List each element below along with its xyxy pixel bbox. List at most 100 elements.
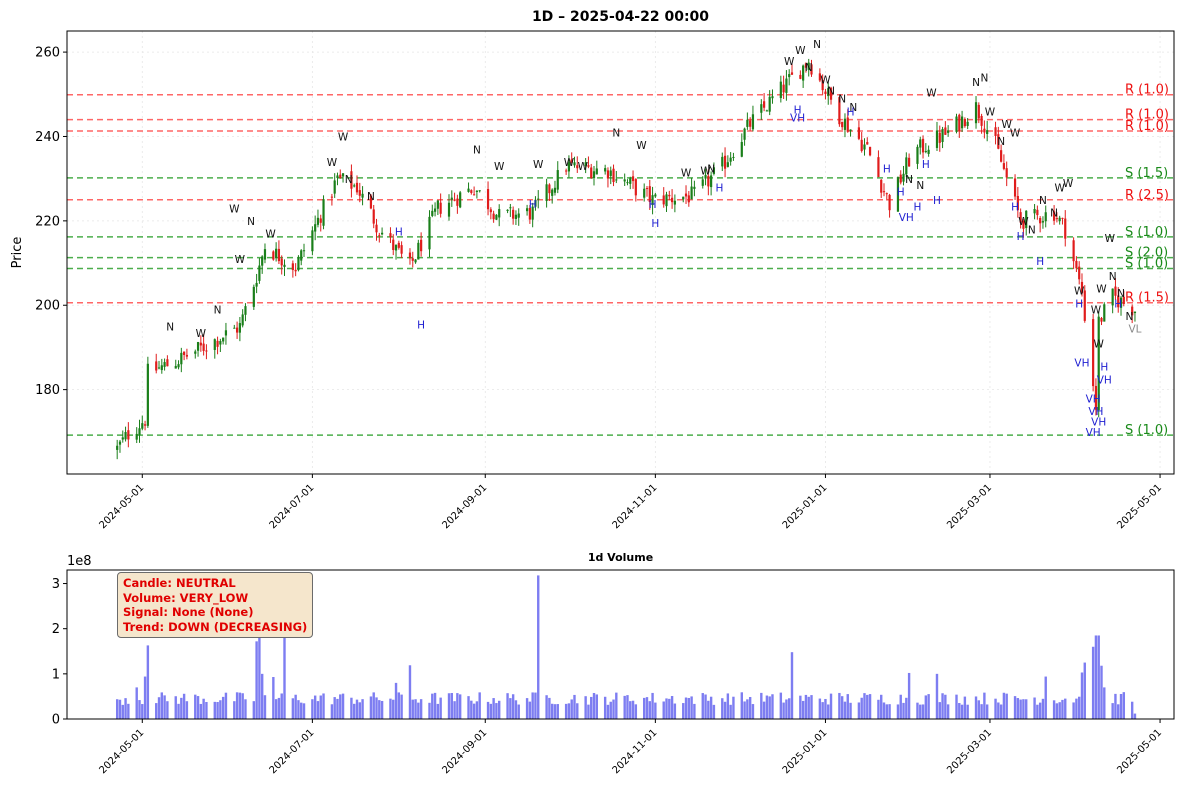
- candle-body: [378, 235, 381, 237]
- volume-xtick-label: 2025-05-01: [1115, 727, 1164, 776]
- volume-bar: [392, 699, 395, 719]
- candle-body: [392, 239, 395, 250]
- candle-body: [576, 165, 579, 169]
- volume-bar: [238, 692, 242, 719]
- volume-bar: [684, 697, 688, 719]
- candle-body: [1041, 221, 1045, 223]
- volume-bar: [1103, 687, 1106, 719]
- candle-body: [1078, 266, 1081, 280]
- candle-body: [701, 179, 704, 186]
- volume-bar: [548, 697, 551, 719]
- volume-bar: [999, 704, 1003, 719]
- pattern-label-w: W: [636, 140, 647, 152]
- volume-bar: [838, 692, 841, 719]
- candle-body: [1061, 217, 1064, 219]
- volume-bar: [135, 687, 138, 719]
- candle-body: [420, 239, 423, 252]
- volume-bar: [1033, 697, 1036, 719]
- volume-bar: [712, 704, 716, 719]
- candle-body: [941, 129, 944, 142]
- pattern-label-h: H: [897, 187, 905, 199]
- pattern-label-h: H: [847, 106, 855, 118]
- pattern-label-h: H: [651, 218, 659, 230]
- volume-bar: [882, 702, 886, 719]
- pattern-label-h: H: [922, 159, 930, 171]
- volume-bar: [283, 607, 286, 719]
- pattern-label-vh: VH: [1088, 406, 1103, 418]
- candle-body: [180, 352, 183, 365]
- candle-body: [723, 155, 727, 169]
- volume-bar: [372, 692, 375, 719]
- volume-bar: [612, 699, 615, 719]
- candle-body: [921, 138, 925, 153]
- candle-body: [662, 195, 665, 205]
- candle-body: [565, 170, 568, 172]
- pattern-label-w: W: [985, 106, 996, 118]
- volume-bar: [467, 696, 470, 719]
- volume-bar: [141, 704, 144, 719]
- volume-bar: [570, 699, 573, 719]
- volume-bar: [436, 703, 440, 719]
- pattern-label-w: W: [795, 45, 806, 57]
- pattern-label-w: W: [196, 328, 207, 340]
- candle-body: [358, 190, 361, 196]
- volume-bar: [592, 692, 596, 719]
- candle-body: [634, 179, 637, 196]
- volume-bar: [1019, 699, 1022, 719]
- candle-body: [570, 159, 573, 163]
- volume-bar: [868, 694, 872, 719]
- pattern-label-vh: VH: [1091, 416, 1106, 428]
- candle-body: [626, 182, 629, 184]
- volume-bar: [963, 696, 967, 719]
- candle-body: [450, 197, 453, 200]
- candle-body: [1064, 218, 1067, 239]
- candle-body: [615, 179, 618, 181]
- price-ytick-label: 260: [35, 46, 60, 61]
- volume-bar: [966, 704, 969, 719]
- volume-bar: [902, 702, 905, 719]
- candle-body: [790, 72, 794, 75]
- candle-body: [174, 365, 177, 369]
- volume-bar: [511, 694, 515, 719]
- volume-bar: [509, 698, 512, 719]
- volume-bar: [322, 693, 325, 719]
- candle-body: [475, 190, 478, 192]
- volume-bar: [525, 698, 529, 719]
- volume-bar: [590, 696, 593, 719]
- candle-body: [146, 363, 149, 426]
- volume-bar: [341, 693, 345, 719]
- candle-body: [336, 175, 339, 178]
- volume-bar: [1064, 698, 1067, 719]
- volume-bar: [726, 693, 730, 719]
- volume-bar: [146, 645, 150, 719]
- volume-ytick-label: 1: [52, 667, 60, 682]
- volume-bar: [470, 700, 473, 719]
- volume-bar: [804, 694, 808, 719]
- volume-bar: [428, 702, 431, 719]
- candle-body: [1025, 210, 1028, 228]
- volume-bar: [958, 703, 961, 719]
- candle-body: [751, 114, 755, 130]
- candle-body: [155, 361, 158, 371]
- volume-bar: [1072, 702, 1075, 719]
- volume-bar: [919, 704, 922, 719]
- pattern-label-w: W: [1091, 305, 1102, 317]
- candle-body: [788, 74, 791, 78]
- pattern-label-n: N: [1028, 225, 1036, 237]
- volume-bar: [355, 699, 359, 719]
- candle-body: [456, 198, 459, 206]
- volume-bar: [807, 696, 810, 719]
- volume-bar: [880, 694, 883, 719]
- pattern-label-w: W: [1096, 284, 1107, 296]
- pattern-label-w: W: [564, 157, 575, 169]
- pattern-label-h: H: [1075, 298, 1083, 310]
- candle-body: [654, 194, 657, 197]
- pattern-label-n: N: [916, 180, 924, 192]
- pattern-label-vl: VL: [1128, 324, 1141, 336]
- candle-body: [166, 359, 169, 367]
- candle-body: [439, 202, 442, 214]
- volume-bar: [729, 704, 732, 719]
- candle-body: [275, 248, 278, 259]
